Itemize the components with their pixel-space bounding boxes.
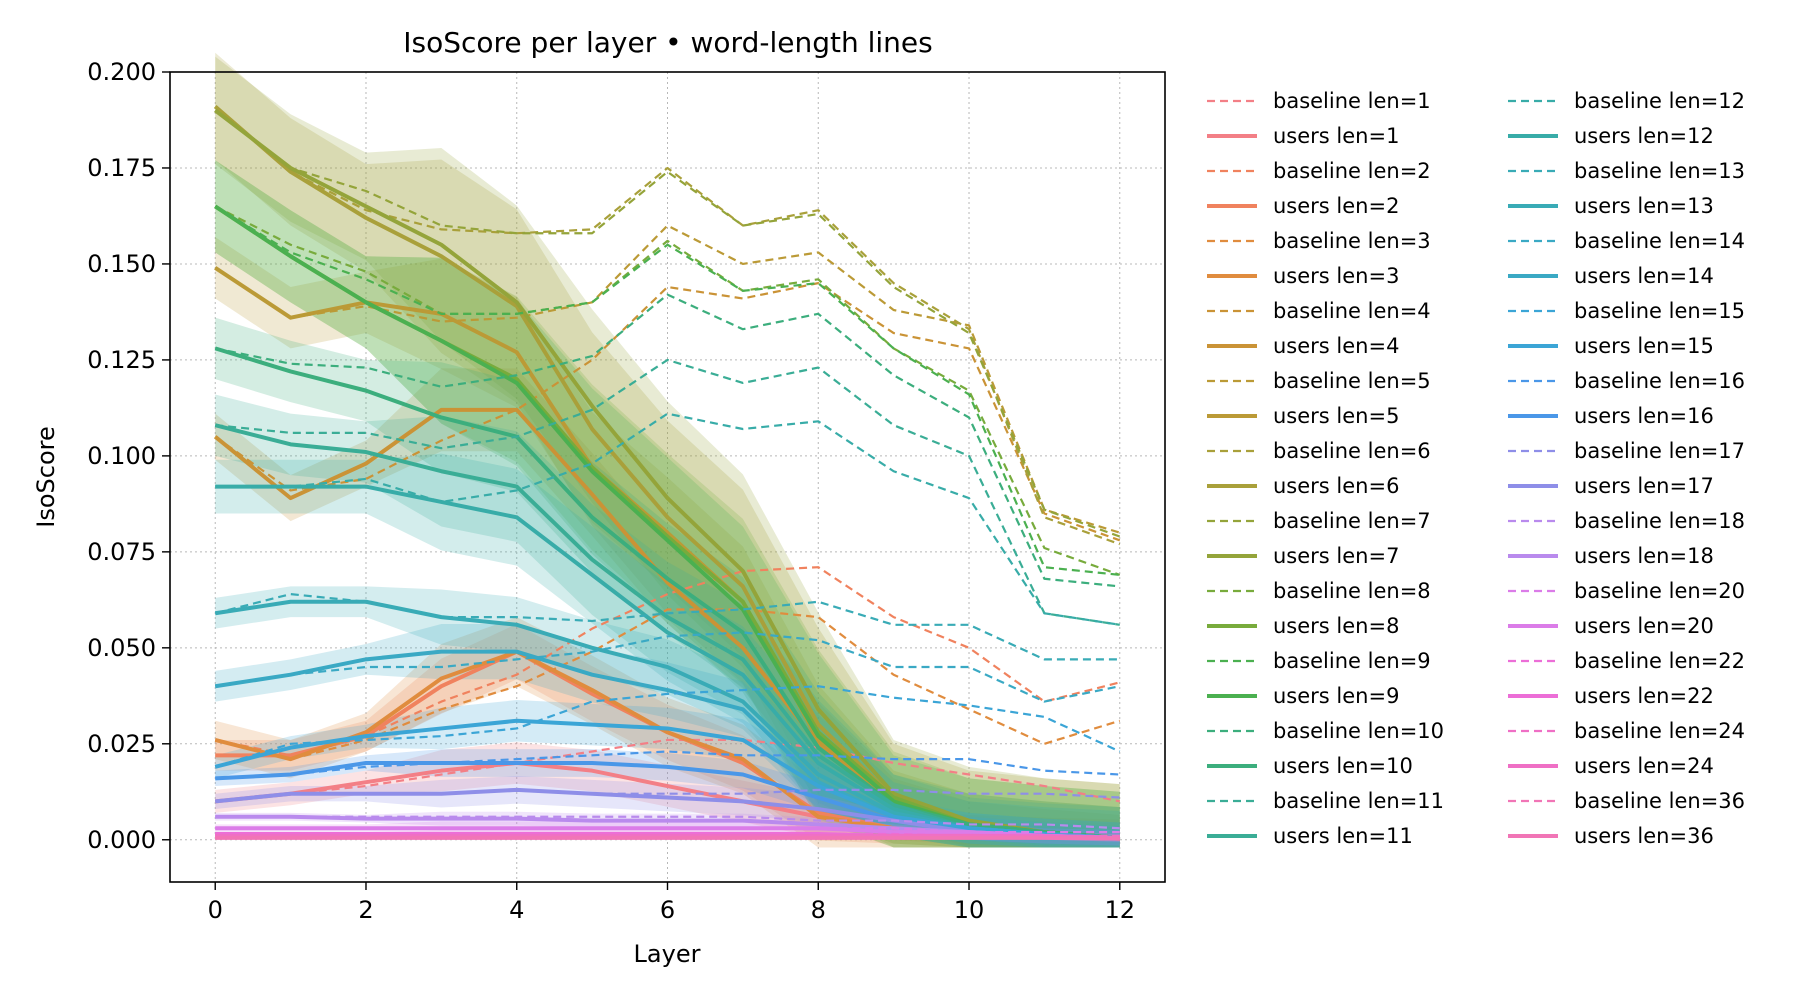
legend-label: baseline len=18 [1574, 509, 1745, 533]
legend-label: users len=12 [1574, 124, 1714, 148]
band-users-len-4 [215, 368, 1120, 848]
legend-label: users len=36 [1574, 824, 1714, 848]
series-line-baseline-len-13 [214, 592, 1120, 661]
legend-label: baseline len=14 [1574, 229, 1745, 253]
y-tick-label: 0.125 [87, 346, 156, 374]
series-line-baseline-len-1 [215, 738, 1120, 803]
series-line-baseline-len-8 [214, 205, 1121, 576]
x-axis-label: Layer [634, 940, 701, 968]
y-tick-label: 0.175 [87, 154, 156, 182]
series-line-users-len-36 [215, 835, 1120, 841]
y-axis-ticks: 0.000 0.025 0.050 0.075 0.100 0.125 0.150 0.175… [87, 58, 170, 854]
y-tick-label: 0.025 [87, 730, 156, 758]
x-tick-label: 8 [811, 896, 826, 924]
legend-label: baseline len=22 [1574, 649, 1745, 673]
series-line-baseline-len-17 [215, 788, 1120, 803]
legend-label: baseline len=17 [1574, 439, 1745, 463]
legend-label: baseline len=10 [1273, 719, 1444, 743]
series-line-baseline-len-10 [215, 293, 1120, 588]
legend-label: users len=14 [1574, 264, 1714, 288]
legend-label: baseline len=11 [1273, 789, 1444, 813]
legend-label: baseline len=8 [1273, 579, 1431, 603]
legend-label: users len=22 [1574, 684, 1714, 708]
legend-label: baseline len=3 [1273, 229, 1431, 253]
legend-label: baseline len=2 [1273, 159, 1431, 183]
x-tick-label: 12 [1104, 896, 1135, 924]
legend-label: users len=5 [1273, 404, 1399, 428]
legend-label: users len=10 [1273, 754, 1413, 778]
legend-label: baseline len=24 [1574, 719, 1745, 743]
y-axis-label: IsoScore [32, 426, 60, 527]
legend-label: baseline len=16 [1574, 369, 1745, 393]
x-tick-label: 0 [208, 896, 223, 924]
y-tick-label: 0.000 [87, 826, 156, 854]
legend-label: users len=7 [1273, 544, 1399, 568]
series-line-baseline-len-6 [214, 105, 1121, 546]
legend-label: baseline len=1 [1273, 89, 1431, 113]
band-users-len-12 [215, 453, 1120, 848]
legend-label: baseline len=13 [1574, 159, 1745, 183]
legend-label: users len=2 [1273, 194, 1399, 218]
band-users-len-6 [215, 52, 1120, 848]
y-tick-label: 0.075 [87, 538, 156, 566]
series-line-baseline-len-12 [215, 412, 1120, 626]
legend: baseline len=1 users len=1 baseline len=2 u… [1207, 89, 1745, 848]
legend-label: users len=11 [1273, 824, 1413, 848]
legend-label: users len=17 [1574, 474, 1714, 498]
legend-label: baseline len=5 [1273, 369, 1431, 393]
y-tick-label: 0.100 [87, 442, 156, 470]
legend-label: users len=24 [1574, 754, 1714, 778]
legend-label: users len=18 [1574, 544, 1714, 568]
series-line-baseline-len-9 [214, 205, 1120, 576]
series-line-baseline-len-2 [215, 566, 1121, 757]
legend-label: users len=16 [1574, 404, 1714, 428]
series-line-users-len-20 [215, 826, 1120, 840]
series-line-baseline-len-3 [214, 608, 1121, 761]
series-line-users-len-15 [214, 718, 1120, 840]
legend-label: baseline len=4 [1273, 299, 1431, 323]
legend-label: users len=20 [1574, 614, 1714, 638]
legend-label: baseline len=20 [1574, 579, 1745, 603]
series-line-users-len-7 [214, 108, 1120, 840]
legend-label: users len=3 [1273, 264, 1399, 288]
legend-label: baseline len=15 [1574, 299, 1745, 323]
series-lines [213, 105, 1121, 841]
legend-label: baseline len=6 [1273, 439, 1431, 463]
legend-label: baseline len=12 [1574, 89, 1745, 113]
x-axis-ticks: 0 2 4 6 8 10 12 [208, 882, 1135, 924]
chart-title: IsoScore per layer • word-length lines [403, 26, 932, 59]
legend-label: users len=1 [1273, 124, 1399, 148]
band-users-len-11 [215, 394, 1120, 848]
series-line-baseline-len-15 [214, 685, 1121, 768]
legend-label: baseline len=9 [1273, 649, 1431, 673]
x-tick-label: 10 [954, 896, 985, 924]
y-tick-label: 0.050 [87, 634, 156, 662]
series-line-baseline-len-4 [214, 282, 1121, 542]
series-line-baseline-len-5 [214, 224, 1121, 534]
legend-label: users len=15 [1574, 334, 1714, 358]
x-tick-label: 6 [660, 896, 675, 924]
series-line-baseline-len-7 [214, 109, 1121, 538]
x-tick-label: 2 [358, 896, 373, 924]
legend-label: users len=9 [1273, 684, 1399, 708]
band-users-len-9 [215, 160, 1120, 848]
series-line-baseline-len-14 [215, 631, 1120, 703]
y-tick-label: 0.200 [87, 58, 156, 86]
series-line-baseline-len-16 [215, 750, 1120, 780]
legend-label: users len=13 [1574, 194, 1714, 218]
y-tick-label: 0.150 [87, 250, 156, 278]
band-users-len-13 [215, 586, 1120, 848]
legend-label: users len=6 [1273, 474, 1399, 498]
x-tick-label: 4 [509, 896, 524, 924]
legend-label: users len=4 [1273, 334, 1399, 358]
legend-label: baseline len=7 [1273, 509, 1431, 533]
legend-label: baseline len=36 [1574, 789, 1745, 813]
band-users-len-8 [215, 160, 1120, 848]
series-line-baseline-len-11 [215, 358, 1120, 626]
series-line-users-len-10 [214, 346, 1120, 840]
legend-label: users len=8 [1273, 614, 1399, 638]
